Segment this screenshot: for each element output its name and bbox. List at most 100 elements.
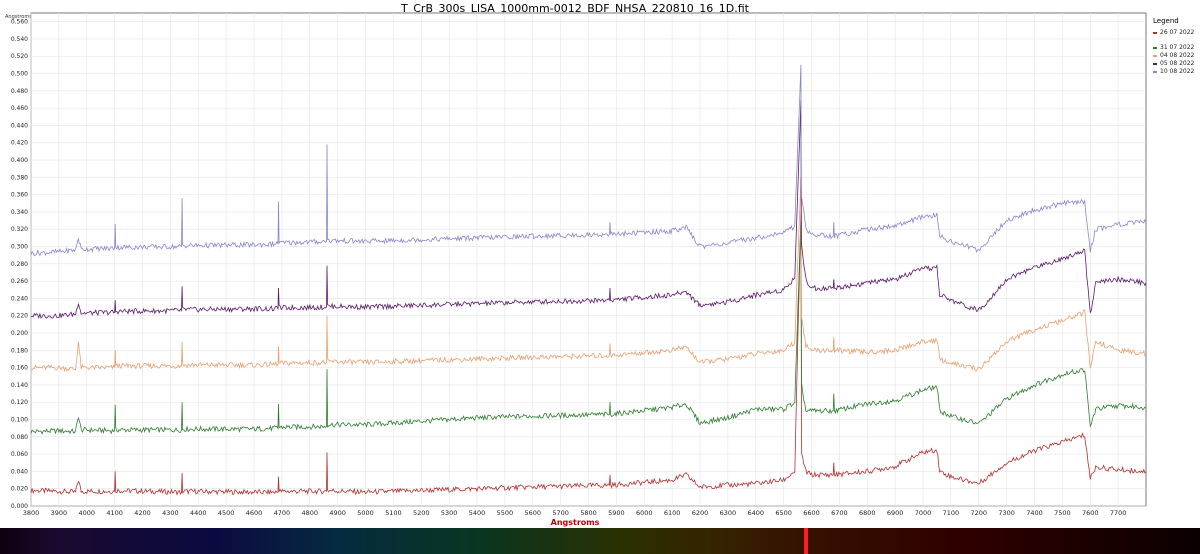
- x-tick-label: 5500: [497, 509, 514, 517]
- y-tick-label: 0.000: [11, 503, 28, 510]
- x-tick-label: 7300: [998, 509, 1015, 517]
- y-tick-label: 0.380: [11, 174, 28, 181]
- legend-label: 05 08 2022: [1160, 60, 1195, 67]
- x-tick-label: 5600: [524, 509, 541, 517]
- x-tick-label: 4400: [190, 509, 207, 517]
- series-group: [30, 64, 1147, 496]
- legend-swatch: [1153, 62, 1157, 65]
- legend-label: 26 07 2022: [1160, 29, 1195, 36]
- x-tick-label: 6700: [831, 509, 848, 517]
- legend-item: 05 08 2022: [1153, 60, 1194, 67]
- y-tick-label: 0.460: [11, 105, 28, 112]
- legend-label: 04 08 2022: [1160, 52, 1195, 59]
- legend-swatch: [1153, 70, 1157, 73]
- x-tick-label: 6200: [692, 509, 709, 517]
- y-tick-label: 0.040: [11, 468, 28, 475]
- x-tick-label: 5000: [357, 509, 374, 517]
- chart-canvas[interactable]: 0.000 0.020 0.040 0.060 0.080 0.100 0.120 0.140…: [0, 0, 1150, 528]
- y-tick-label: 0.320: [11, 226, 28, 233]
- x-tick-label: 4700: [274, 509, 291, 517]
- y-tick-label: 0.180: [11, 347, 28, 354]
- y-tick-label: 0.100: [11, 417, 28, 424]
- y-tick-label: 0.420: [11, 140, 28, 147]
- legend-title: Legend: [1153, 17, 1179, 25]
- y-tick-label: 0.020: [11, 486, 28, 493]
- y-tick-label: 0.560: [11, 19, 28, 26]
- x-tick-label: 5700: [552, 509, 569, 517]
- legend: Legend 26 07 2022 31 07 2022 04 08 2022 …: [1147, 13, 1200, 518]
- legend-swatch: [1153, 54, 1157, 57]
- y-tick-label: 0.080: [11, 434, 28, 441]
- x-tick-label: 7100: [943, 509, 960, 517]
- x-tick-label: 7600: [1082, 509, 1099, 517]
- y-tick-label: 0.360: [11, 192, 28, 199]
- legend-item: 26 07 2022: [1153, 29, 1194, 36]
- grid-lines: [30, 13, 1146, 507]
- h-alpha-line: [804, 528, 808, 554]
- y-tick-label: 0.300: [11, 244, 28, 251]
- spectrum-strip: [0, 528, 1200, 554]
- y-tick-label: 0.240: [11, 295, 28, 302]
- y-tick-label: 0.540: [11, 36, 28, 43]
- x-tick-label: 4300: [162, 509, 179, 517]
- x-tick-label: 6500: [775, 509, 792, 517]
- y-tick-label: 0.260: [11, 278, 28, 285]
- legend-item: 10 08 2022: [1153, 68, 1194, 75]
- x-tick-label: 3900: [51, 509, 68, 517]
- x-tick-label: 7000: [915, 509, 932, 517]
- y-tick-label: 0.520: [11, 53, 28, 60]
- legend-item: 04 08 2022: [1153, 52, 1194, 59]
- y-tick-label: 0.280: [11, 261, 28, 268]
- x-tick-label: 5900: [608, 509, 625, 517]
- x-tick-label: 4200: [134, 509, 151, 517]
- y-tick-label: 0.340: [11, 209, 28, 216]
- x-tick-label: 6300: [720, 509, 737, 517]
- x-tick-label: 4100: [106, 509, 123, 517]
- x-tick-label: 7500: [1054, 509, 1071, 517]
- x-tick-label: 5400: [469, 509, 486, 517]
- x-tick-label: 6600: [803, 509, 820, 517]
- legend-swatch: [1153, 31, 1157, 34]
- y-tick-label: 0.400: [11, 157, 28, 164]
- x-axis-label: Angstroms: [550, 518, 600, 527]
- series-line: [30, 99, 1147, 319]
- x-tick-label: 7700: [1110, 509, 1127, 517]
- x-tick-label: 5200: [413, 509, 430, 517]
- x-tick-label: 3800: [23, 509, 40, 517]
- series-line: [30, 177, 1147, 372]
- x-tick-label: 5300: [441, 509, 458, 517]
- x-tick-label: 6900: [887, 509, 904, 517]
- x-tick-label: 7200: [970, 509, 987, 517]
- x-tick-label: 4500: [218, 509, 235, 517]
- legend-item: 31 07 2022: [1153, 44, 1194, 51]
- y-tick-label: 0.480: [11, 88, 28, 95]
- y-tick-label: 0.200: [11, 330, 28, 337]
- x-axis: 3800 3900 4000 4100 4200 4300 4400 4500 4600 4700…: [23, 509, 1127, 517]
- x-tick-label: 6800: [859, 509, 876, 517]
- x-tick-label: 4600: [246, 509, 263, 517]
- y-axis: 0.000 0.020 0.040 0.060 0.080 0.100 0.120 0.140…: [11, 19, 28, 510]
- y-tick-label: 0.140: [11, 382, 28, 389]
- y-tick-label: 0.440: [11, 122, 28, 129]
- y-tick-label: 0.500: [11, 71, 28, 78]
- series-line: [30, 220, 1147, 435]
- y-tick-label: 0.160: [11, 365, 28, 372]
- chart-title: T_CrB_300s_LISA_1000mm-0012_BDF_NHSA_220…: [401, 2, 749, 15]
- y-tick-label: 0.220: [11, 313, 28, 320]
- x-tick-label: 6100: [664, 509, 681, 517]
- x-tick-label: 4800: [301, 509, 318, 517]
- y-tick-label: 0.060: [11, 451, 28, 458]
- legend-swatch: [1153, 46, 1157, 49]
- x-tick-label: 4900: [329, 509, 346, 517]
- x-tick-label: 4000: [78, 509, 95, 517]
- legend-label: 10 08 2022: [1160, 68, 1195, 75]
- x-tick-label: 5100: [385, 509, 402, 517]
- y-tick-label: 0.120: [11, 399, 28, 406]
- x-tick-label: 6400: [747, 509, 764, 517]
- series-line: [30, 64, 1147, 257]
- series-line: [30, 211, 1147, 496]
- x-tick-label: 6000: [636, 509, 653, 517]
- x-tick-label: 5800: [580, 509, 597, 517]
- x-tick-label: 7400: [1026, 509, 1043, 517]
- legend-label: 31 07 2022: [1160, 44, 1195, 51]
